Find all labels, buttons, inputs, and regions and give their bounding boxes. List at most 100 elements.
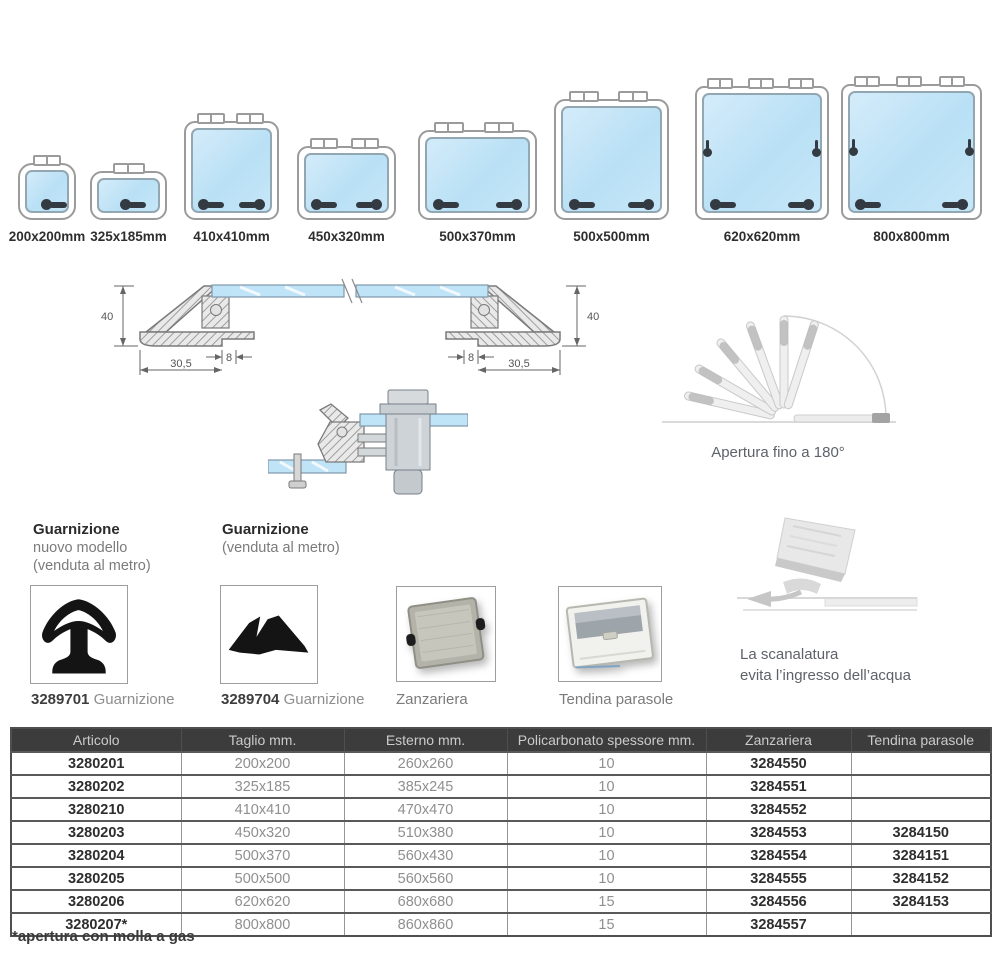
handle-icon xyxy=(237,199,265,210)
hinge-icon xyxy=(707,78,734,89)
table-footnote: *apertura con molla a gas xyxy=(12,928,195,945)
col-esterno: Esterno mm. xyxy=(343,727,508,753)
cell-zanzariera: 3284554 xyxy=(705,843,852,867)
mosquito-net-image xyxy=(396,586,496,682)
cell-esterno: 560x560 xyxy=(343,866,508,890)
cell-tendina xyxy=(850,751,992,775)
cell-zanzariera: 3284556 xyxy=(705,889,852,913)
sunshade-label: Tendina parasole xyxy=(559,691,674,708)
product-table: Articolo Taglio mm. Esterno mm. Policarb… xyxy=(10,727,992,937)
table-row: 3280203 450x320 510x380 10 3284553 32841… xyxy=(10,820,992,844)
cell-tendina: 3284151 xyxy=(850,843,992,867)
cell-tendina xyxy=(850,912,992,936)
handle-icon xyxy=(569,199,597,210)
cell-tendina: 3284150 xyxy=(850,820,992,844)
cell-articolo: 3280203 xyxy=(10,820,182,844)
dim-8-right: 8 xyxy=(468,352,474,364)
table-row: 3280204 500x370 560x430 10 3284554 32841… xyxy=(10,843,992,867)
gasket-std-image xyxy=(220,585,318,684)
cell-taglio: 200x200 xyxy=(180,751,345,775)
col-articolo: Articolo xyxy=(10,727,182,753)
cell-spessore: 15 xyxy=(506,912,707,936)
hatch-glass xyxy=(702,93,822,213)
cell-articolo: 3280201 xyxy=(10,751,182,775)
cell-esterno: 560x430 xyxy=(343,843,508,867)
hatch-325x185: 325x185mm xyxy=(90,163,167,244)
hinge-icon xyxy=(938,76,965,87)
hatch-size-label: 500x370mm xyxy=(439,229,516,244)
hinge-icon xyxy=(618,91,649,102)
gasket-new-image xyxy=(30,585,128,684)
col-zanzariera: Zanzariera xyxy=(705,727,852,753)
cell-zanzariera: 3284551 xyxy=(705,774,852,798)
cell-articolo: 3280204 xyxy=(10,843,182,867)
cell-spessore: 10 xyxy=(506,751,707,775)
hinge-icon xyxy=(433,122,464,133)
cell-taglio: 500x500 xyxy=(180,866,345,890)
gasket-std-code: 3289704 Guarnizione xyxy=(221,691,365,708)
hinge-icon xyxy=(236,113,265,124)
cell-esterno: 860x860 xyxy=(343,912,508,936)
hinge-icon xyxy=(484,122,515,133)
friction-knob-icon xyxy=(703,139,712,157)
cell-articolo: 3280202 xyxy=(10,774,182,798)
groove-caption: La scanalatura evita l’ingresso dell’acq… xyxy=(740,646,911,684)
cell-tendina xyxy=(850,774,992,798)
sunshade-photo xyxy=(565,597,654,669)
cell-taglio: 325x185 xyxy=(180,774,345,798)
col-spessore: Policarbonato spessore mm. xyxy=(506,727,707,753)
table-row: 3280202 325x185 385x245 10 3284551 xyxy=(10,774,992,798)
cell-articolo: 3280206 xyxy=(10,889,182,913)
cell-spessore: 10 xyxy=(506,820,707,844)
hatch-glass xyxy=(848,91,975,213)
cell-taglio: 800x800 xyxy=(180,912,345,936)
cell-tendina: 3284153 xyxy=(850,889,992,913)
hatch-620x620: 620x620mm xyxy=(695,78,829,244)
dim-8-left: 8 xyxy=(226,352,232,364)
hatch-size-label: 500x500mm xyxy=(573,229,650,244)
col-taglio: Taglio mm. xyxy=(180,727,345,753)
cell-taglio: 410x410 xyxy=(180,797,345,821)
hinge-icon xyxy=(351,138,380,149)
hatch-500x500: 500x500mm xyxy=(554,91,669,244)
hinge-icon xyxy=(310,138,339,149)
cell-spessore: 15 xyxy=(506,889,707,913)
friction-knob-icon xyxy=(849,138,858,156)
cell-articolo: 3280207* xyxy=(10,912,182,936)
cell-taglio: 500x370 xyxy=(180,843,345,867)
cell-esterno: 385x245 xyxy=(343,774,508,798)
mosquito-net-label: Zanzariera xyxy=(396,691,468,708)
friction-knob-icon xyxy=(965,138,974,156)
dim-305-left: 30,5 xyxy=(170,358,191,370)
table-row: 3280206 620x620 680x680 15 3284556 32841… xyxy=(10,889,992,913)
cell-tendina xyxy=(850,797,992,821)
handle-icon xyxy=(311,199,339,210)
opening-180-drawing xyxy=(662,315,896,423)
cell-tendina: 3284152 xyxy=(850,866,992,890)
cell-spessore: 10 xyxy=(506,866,707,890)
hatch-500x370: 500x370mm xyxy=(418,122,537,244)
gasket-std-heading: Guarnizione (venduta al metro) xyxy=(222,521,340,556)
cell-articolo: 3280210 xyxy=(10,797,182,821)
friction-knob-icon xyxy=(812,139,821,157)
hatch-450x320: 450x320mm xyxy=(297,138,396,244)
hatch-glass xyxy=(191,128,272,213)
handle-icon xyxy=(855,199,883,210)
cell-zanzariera: 3284550 xyxy=(705,751,852,775)
hatch-410x410: 410x410mm xyxy=(184,113,279,244)
gasket-new-code: 3289701 Guarnizione xyxy=(31,691,175,708)
handle-icon xyxy=(494,199,522,210)
handle-icon xyxy=(433,199,461,210)
mosquito-net-photo xyxy=(406,597,486,669)
cell-esterno: 470x470 xyxy=(343,797,508,821)
hinge-icon xyxy=(112,163,145,174)
hinge-icon xyxy=(569,91,600,102)
hinge-icon xyxy=(853,76,880,87)
cell-zanzariera: 3284552 xyxy=(705,797,852,821)
hinge-icon xyxy=(33,155,61,166)
hinge-icon xyxy=(196,113,225,124)
cell-spessore: 10 xyxy=(506,774,707,798)
hatch-size-label: 325x185mm xyxy=(90,229,167,244)
handle-icon xyxy=(710,199,738,210)
handle-icon xyxy=(354,199,382,210)
